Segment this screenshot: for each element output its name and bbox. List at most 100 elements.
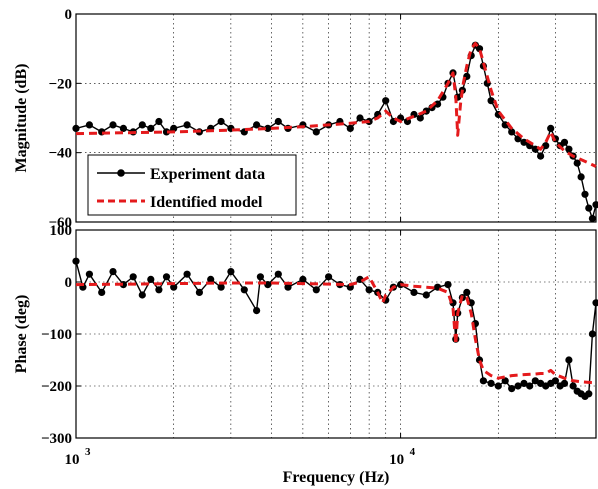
phase-experiment-point	[479, 377, 487, 385]
phase-series-experiment-line	[75, 261, 597, 398]
magnitude-experiment-point	[274, 117, 282, 126]
legend: Experiment data Identified model	[87, 154, 297, 216]
magnitude-experiment-point	[85, 121, 93, 129]
phase-ytick-label: 100	[50, 223, 73, 239]
magnitude-experiment-point	[416, 114, 424, 122]
phase-series	[72, 257, 598, 400]
magnitude-frame	[75, 13, 597, 223]
phase-experiment-point	[508, 385, 516, 393]
legend-label-model: Identified model	[150, 194, 263, 211]
phase-panel: 100 0 −100 −200 −300 Phase (deg) 10 3 10 4 Freq…	[13, 223, 598, 486]
phase-experiment-point	[526, 382, 534, 390]
phase-experiment-point	[264, 281, 272, 289]
magnitude-experiment-point	[577, 173, 585, 181]
phase-experiment-point	[501, 377, 509, 385]
phase-experiment-point	[195, 288, 203, 296]
phase-experiment-point	[217, 283, 225, 291]
phase-experiment-point	[569, 382, 577, 390]
magnitude-experiment-point	[170, 124, 178, 132]
magnitude-panel: 0 −20 −40 −60 Magnitude (dB) Experiment dat…	[13, 7, 598, 231]
magnitude-experiment-point	[487, 97, 495, 105]
magnitude-experiment-point	[109, 121, 117, 129]
magnitude-ticks: 0 −20 −40 −60	[48, 7, 402, 231]
magnitude-experiment-point	[542, 142, 550, 150]
phase-experiment-point	[560, 379, 569, 387]
phase-experiment-point	[514, 382, 522, 390]
magnitude-experiment-point	[162, 128, 171, 136]
phase-experiment-point	[463, 288, 471, 296]
magnitude-ytick-label: −40	[48, 146, 72, 162]
magnitude-ytick-label: −60	[48, 215, 72, 231]
phase-experiment-point	[253, 307, 261, 315]
magnitude-ytick-label: −20	[48, 76, 72, 92]
magnitude-experiment-point	[183, 121, 191, 129]
phase-experiment-point	[494, 382, 502, 390]
phase-experiment-point	[170, 283, 178, 291]
magnitude-experiment-point	[560, 138, 569, 146]
phase-experiment-point	[85, 270, 93, 278]
magnitude-experiment-point	[588, 214, 597, 223]
magnitude-series-model-line	[75, 42, 597, 168]
phase-experiment-point	[325, 273, 333, 281]
magnitude-experiment-point	[581, 190, 589, 198]
phase-experiment-point	[274, 270, 282, 278]
phase-ytick-label: −100	[41, 327, 72, 343]
magnitude-experiment-point	[573, 159, 581, 167]
phase-ylabel: Phase (deg)	[13, 295, 30, 374]
magnitude-experiment-point	[508, 128, 516, 136]
phase-series-model-line	[75, 275, 597, 385]
phase-experiment-point	[422, 291, 430, 299]
phase-experiment-point	[256, 273, 264, 281]
phase-experiment-point	[588, 330, 597, 338]
phase-experiment-point	[365, 286, 373, 294]
magnitude-experiment-point	[155, 117, 163, 126]
frequency-tick-exponent: 3	[85, 446, 91, 458]
phase-experiment-point	[565, 356, 573, 364]
phase-experiment-point	[162, 273, 171, 281]
magnitude-experiment-point	[520, 138, 528, 146]
frequency-tick-label: 10	[389, 452, 404, 468]
frequency-tick-exponent: 4	[410, 446, 416, 458]
magnitude-experiment-point	[434, 100, 442, 108]
legend-box	[87, 154, 297, 216]
magnitude-experiment-point	[138, 121, 146, 129]
phase-experiment-point	[147, 275, 155, 283]
magnitude-experiment-point	[565, 145, 573, 153]
phase-ytick-label: −200	[41, 379, 72, 395]
phase-experiment-point	[520, 379, 528, 387]
magnitude-experiment-point	[585, 204, 593, 212]
legend-marker-experiment	[117, 169, 125, 177]
phase-experiment-point	[551, 377, 560, 385]
phase-experiment-point	[592, 299, 598, 307]
phase-experiment-point	[72, 257, 80, 265]
frequency-tick-label: 10	[65, 452, 80, 468]
phase-experiment-point	[467, 299, 475, 307]
magnitude-experiment-point	[119, 124, 127, 132]
magnitude-experiment-point	[253, 121, 261, 129]
magnitude-ylabel: Magnitude (dB)	[13, 64, 30, 173]
frequency-ticks: 10 3 10 4	[65, 446, 416, 468]
phase-experiment-point	[155, 286, 163, 294]
frequency-xlabel: Frequency (Hz)	[283, 469, 390, 486]
phase-experiment-point	[444, 281, 452, 289]
phase-experiment-point	[240, 286, 248, 294]
magnitude-series	[72, 41, 598, 223]
magnitude-experiment-point	[217, 117, 225, 126]
magnitude-experiment-point	[382, 97, 390, 105]
legend-label-experiment: Experiment data	[150, 166, 265, 183]
magnitude-experiment-point	[592, 201, 598, 209]
phase-experiment-point	[299, 275, 307, 283]
phase-experiment-point	[585, 390, 593, 398]
phase-experiment-point	[207, 275, 215, 283]
phase-experiment-point	[312, 286, 320, 294]
phase-experiment-point	[227, 268, 235, 276]
phase-experiment-point	[183, 270, 191, 278]
magnitude-ytick-label: 0	[65, 7, 73, 23]
phase-ticks: 100 0 −100 −200 −300	[41, 223, 402, 447]
magnitude-experiment-point	[547, 124, 555, 132]
phase-experiment-point	[487, 379, 495, 387]
phase-experiment-point	[109, 268, 117, 276]
magnitude-experiment-point	[147, 124, 155, 132]
magnitude-experiment-point	[346, 124, 354, 132]
